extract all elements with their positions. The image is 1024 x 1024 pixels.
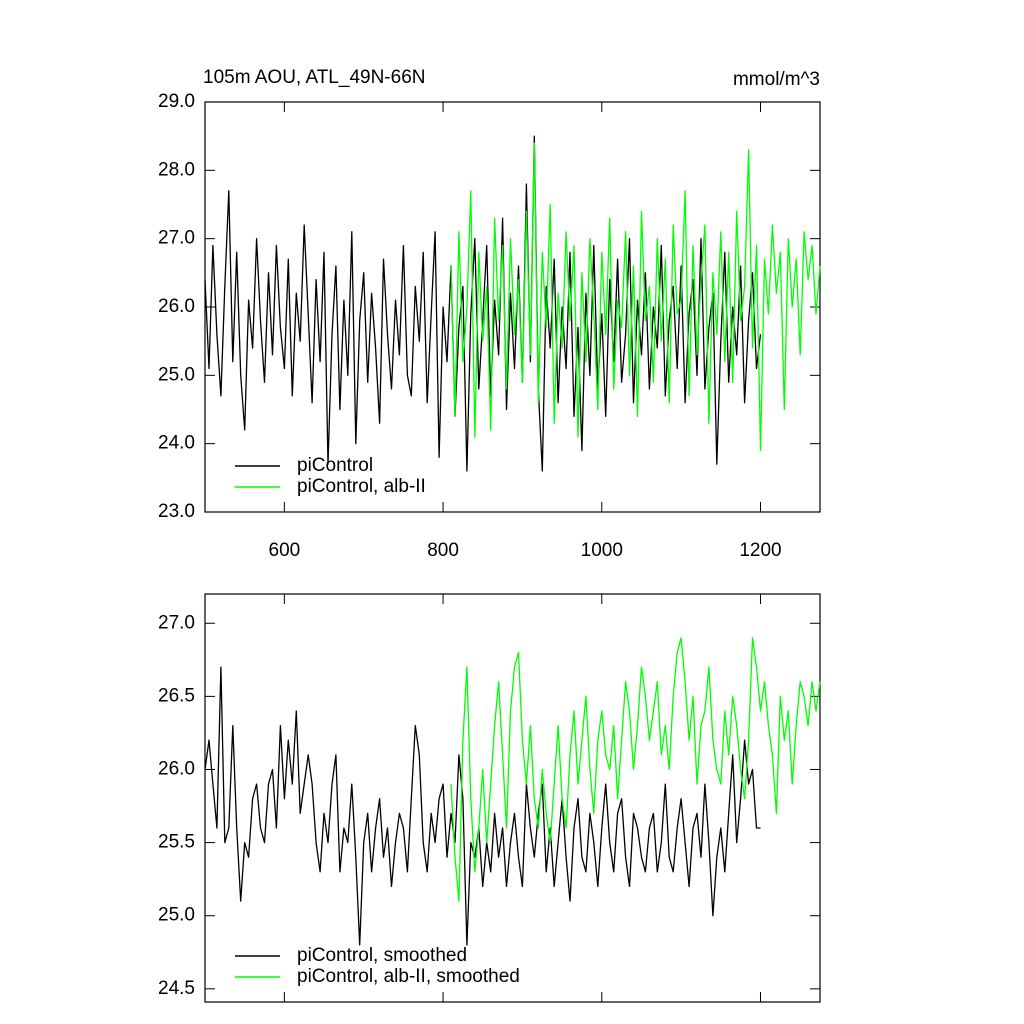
y-tick-label: 24.0 [158,433,195,454]
legend-label: piControl, alb-II, smoothed [297,966,520,987]
y-tick-label: 25.5 [158,832,195,853]
chart-title: 105m AOU, ATL_49N-66N [203,67,425,88]
x-tick-label: 800 [427,540,459,561]
data-line [450,142,821,452]
y-tick-label: 29.0 [158,91,195,112]
legend-label: piControl [297,455,373,476]
data-line [204,666,761,946]
legend-label: piControl, smoothed [297,945,467,966]
y-tick-label: 25.0 [158,905,195,926]
y-tick-label: 24.5 [158,978,195,999]
y-tick-label: 26.0 [158,758,195,779]
y-tick-label: 26.0 [158,296,195,317]
y-tick-label: 23.0 [158,501,195,522]
x-tick-label: 600 [269,540,301,561]
y-tick-label: 25.0 [158,364,195,385]
y-tick-label: 28.0 [158,159,195,180]
plot-frame [204,593,821,1003]
x-tick-label: 1200 [739,540,781,561]
y-tick-label: 27.0 [158,228,195,249]
legend-label: piControl, alb-II [297,476,426,497]
y-tick-label: 26.5 [158,685,195,706]
data-line [450,637,821,902]
x-tick-label: 1000 [581,540,623,561]
y-tick-label: 27.0 [158,612,195,633]
units-label: mmol/m^3 [733,69,820,90]
